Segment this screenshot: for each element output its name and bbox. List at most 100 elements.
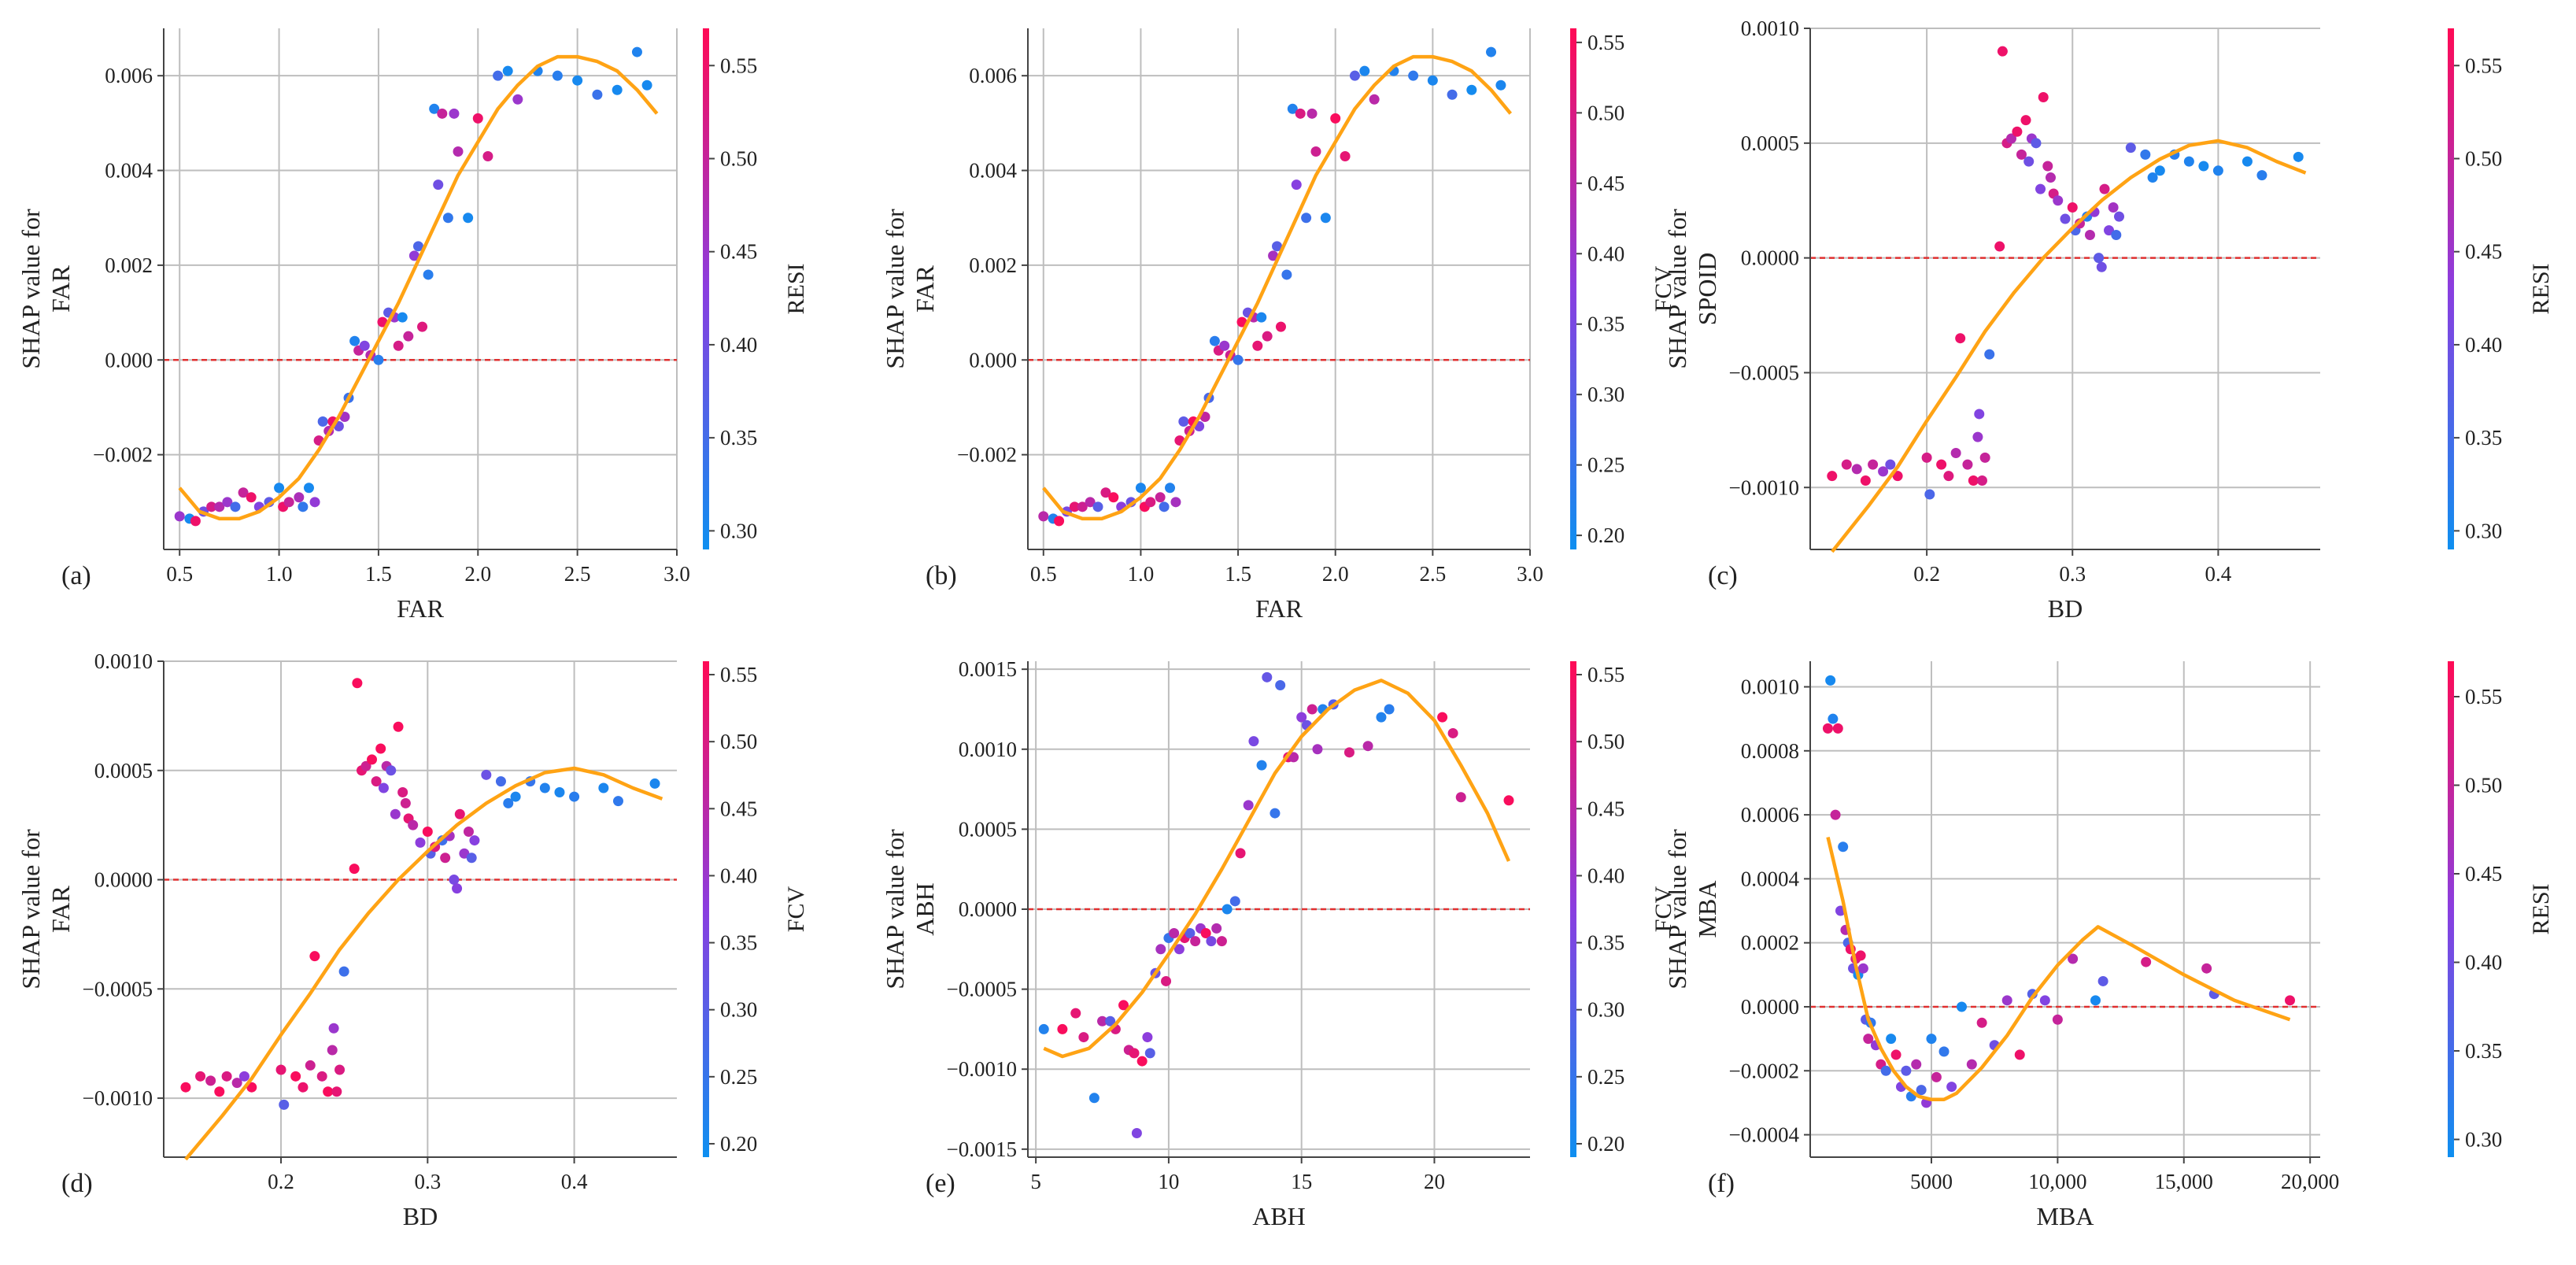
y-tick-label: −0.0005 (1729, 361, 1799, 384)
x-tick-label: 0.3 (2059, 562, 2086, 586)
data-point (1916, 1085, 1927, 1096)
y-axis-label: SHAP value forFAR (17, 829, 75, 989)
y-tick-label: −0.002 (957, 443, 1017, 467)
data-point (1078, 1032, 1089, 1043)
data-point (1362, 741, 1373, 752)
data-point (1275, 321, 1286, 332)
panel-label: (d) (61, 1169, 93, 1198)
y-tick-label: 0.0015 (959, 657, 1017, 681)
data-point (2256, 170, 2267, 181)
data-point (309, 951, 320, 962)
data-point (393, 340, 404, 351)
data-point (393, 721, 404, 732)
data-point (397, 787, 408, 798)
colorbar-label: FCV (1650, 265, 1676, 312)
data-point (386, 765, 397, 776)
colorbar-tick-label: 0.35 (2465, 1039, 2502, 1063)
data-point (2141, 956, 2152, 967)
data-point (1155, 944, 1166, 955)
x-axis-label: MBA (2037, 1202, 2094, 1230)
panel-label: (c) (1708, 561, 1738, 590)
data-point (1038, 1023, 1049, 1034)
data-point (323, 1086, 334, 1097)
data-point (1931, 1071, 1942, 1082)
data-point (2183, 156, 2194, 167)
data-point (466, 853, 477, 864)
data-point (412, 241, 423, 252)
data-point (206, 501, 217, 512)
data-point (1145, 497, 1156, 508)
data-point (298, 1082, 309, 1093)
data-point (1131, 1128, 1142, 1139)
colorbar-tick-label: 0.45 (2465, 862, 2502, 886)
data-point (452, 883, 463, 894)
data-point (327, 1045, 338, 1056)
y-tick-label: 0.0000 (1741, 246, 1799, 270)
panel-e: 5 10 15 20 −0.0015 −0.0010 −0.0005 0.0000 0.0005… (881, 657, 1676, 1230)
colorbar-label: FCV (1650, 886, 1676, 932)
y-axis-label: SHAP value forFAR (881, 209, 939, 369)
y-tick-label: 0.0010 (1741, 17, 1799, 40)
data-point (1057, 1023, 1068, 1034)
data-point (440, 853, 451, 864)
data-point (1155, 492, 1166, 503)
x-axis-label: ABH (1252, 1202, 1306, 1230)
x-tick-label: 0.4 (561, 1170, 588, 1193)
data-point (1256, 760, 1267, 771)
data-point (2140, 149, 2151, 160)
x-tick-label: 0.4 (2205, 562, 2232, 586)
x-tick-label: 10 (1158, 1170, 1179, 1193)
data-point (349, 335, 360, 346)
y-tick-label: 0.006 (105, 64, 153, 87)
data-point (397, 312, 408, 323)
colorbar (703, 28, 709, 549)
data-point (390, 808, 401, 819)
data-point (303, 483, 314, 494)
data-point (1262, 671, 1273, 682)
data-point (352, 678, 363, 689)
data-point (373, 354, 384, 365)
x-tick-label: 2.5 (1419, 562, 1446, 586)
data-point (552, 70, 563, 81)
data-point (2201, 963, 2212, 974)
data-point (1306, 108, 1318, 119)
data-point (1822, 723, 1833, 734)
panel-label: (f) (1708, 1169, 1735, 1198)
data-point (1851, 464, 1862, 475)
y-axis-label: SHAP value forSPOID (1663, 209, 1721, 369)
x-tick-label: 3.0 (1517, 562, 1543, 586)
data-point (1185, 927, 1196, 938)
y-tick-label: −0.0005 (83, 977, 153, 1001)
data-point (1070, 1008, 1081, 1019)
data-point (1281, 269, 1292, 280)
data-point (2090, 995, 2101, 1006)
data-point (2005, 133, 2016, 144)
x-axis-label: FAR (1255, 594, 1303, 623)
panel-a: 0.5 1.0 1.5 2.0 2.5 3.0 −0.002 0.000 0.002 0.004 0… (17, 28, 809, 623)
data-point (1219, 340, 1230, 351)
data-point (449, 875, 460, 886)
data-point (1272, 241, 1283, 252)
y-tick-label: −0.002 (93, 443, 153, 467)
x-tick-label: 0.5 (166, 562, 193, 586)
data-point (482, 150, 493, 161)
data-point (1165, 483, 1176, 494)
y-tick-label: −0.0002 (1729, 1059, 1799, 1082)
y-tick-label: 0.0004 (1741, 867, 1800, 890)
data-point (539, 782, 550, 793)
data-point (2031, 138, 2042, 149)
data-point (1466, 84, 1477, 95)
data-point (592, 89, 603, 100)
x-tick-label: 15,000 (2155, 1170, 2213, 1193)
data-point (1252, 340, 1263, 351)
colorbar-tick-label: 0.45 (1587, 797, 1624, 820)
data-point (1243, 800, 1254, 811)
data-point (1926, 1034, 1937, 1045)
data-point (1890, 1049, 1902, 1060)
data-point (1287, 103, 1298, 114)
data-point (1968, 475, 1979, 486)
data-point (1229, 896, 1240, 907)
trend-line (1826, 836, 2291, 1102)
data-point (1830, 809, 1841, 820)
